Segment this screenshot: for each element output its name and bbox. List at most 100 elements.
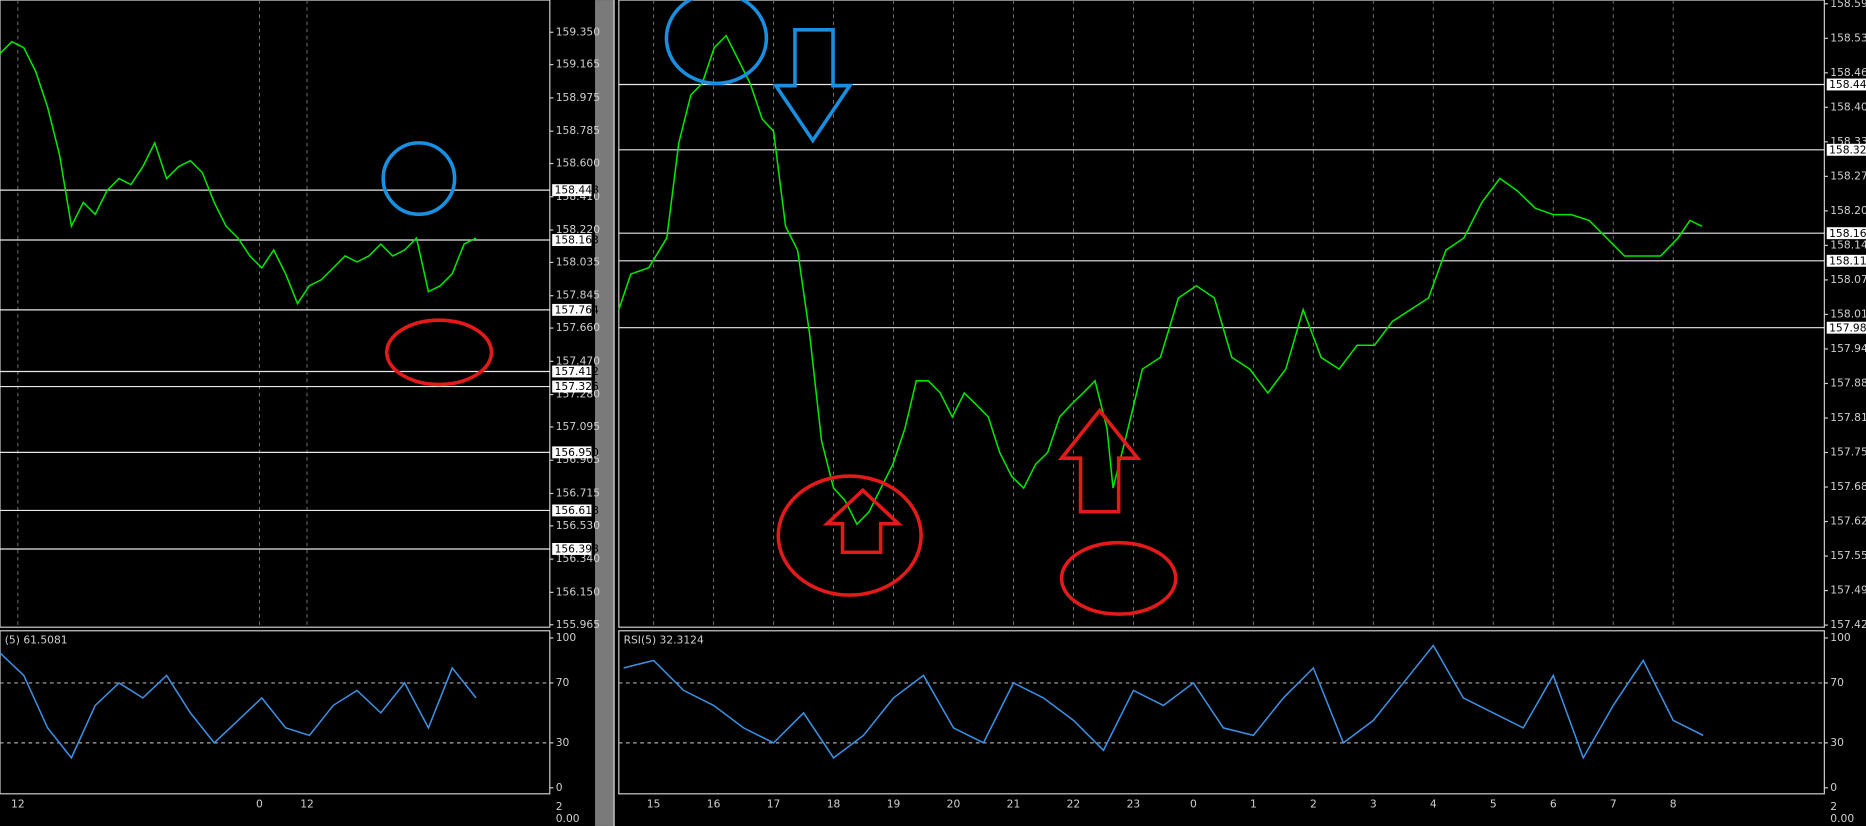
y-tick-label: 70 <box>556 676 570 689</box>
y-tick-label: 100 <box>556 631 577 644</box>
level-box <box>552 303 592 316</box>
level-box <box>552 234 592 246</box>
y-tick-label: 158.220 <box>556 223 600 236</box>
level-label: 158.320 <box>1829 143 1866 156</box>
y-tick-label: 158.400 <box>1830 100 1866 113</box>
y-tick-label: 157.880 <box>1830 376 1866 389</box>
y-tick-label: 155.965 <box>556 618 600 631</box>
y-tick-label: 30 <box>1830 736 1844 749</box>
price-line <box>0 652 477 760</box>
level-label: 157.326 <box>555 380 599 393</box>
x-tick-label: 4 <box>1430 798 1437 811</box>
y-tick-label: 156.715 <box>556 486 600 499</box>
y-tick-label: 159.165 <box>556 58 600 71</box>
x-tick-label: 12 <box>11 798 25 811</box>
y-tick-label: 156.150 <box>556 585 600 598</box>
level-box <box>1826 143 1866 156</box>
y-tick-label: 157.620 <box>1830 515 1866 528</box>
level-box <box>552 380 592 393</box>
corner-label: 0.00 <box>1830 812 1854 825</box>
y-tick-label: 158.075 <box>1830 273 1866 286</box>
level-box <box>552 365 592 378</box>
level-box <box>1826 321 1866 334</box>
up-arrow <box>1057 407 1142 514</box>
y-tick-label: 157.425 <box>1830 618 1866 631</box>
y-tick-label: 157.490 <box>1830 584 1866 597</box>
corner-label: 0.00 <box>556 812 580 825</box>
x-tick-label: 5 <box>1490 798 1497 811</box>
x-tick-label: 12 <box>300 798 314 811</box>
y-tick-label: 158.975 <box>556 91 600 104</box>
x-tick-label: 8 <box>1670 798 1677 811</box>
panel-frame <box>618 630 1825 795</box>
level-label: 158.448 <box>555 184 599 197</box>
level-label: 156.398 <box>555 543 599 556</box>
y-tick-label: 157.945 <box>1830 342 1866 355</box>
level-label: 157.412 <box>555 365 599 378</box>
level-box <box>552 543 592 555</box>
blue-circle <box>381 141 457 217</box>
y-tick-label: 157.815 <box>1830 411 1866 424</box>
level-box <box>1826 78 1866 91</box>
x-tick-label: 21 <box>1007 798 1021 811</box>
price-line <box>623 644 1704 760</box>
x-tick-label: 20 <box>947 798 961 811</box>
y-tick-label: 157.685 <box>1830 480 1866 493</box>
corner-label: 2 <box>1830 800 1837 813</box>
x-tick-label: 22 <box>1067 798 1081 811</box>
level-label: 158.111 <box>1829 254 1866 267</box>
y-tick-label: 0 <box>556 781 563 794</box>
panel-frame <box>618 0 1825 628</box>
window-divider <box>595 0 615 826</box>
x-tick-label: 2 <box>1310 798 1317 811</box>
x-tick-label: 0 <box>1190 798 1197 811</box>
x-tick-label: 18 <box>827 798 841 811</box>
level-box <box>552 184 592 197</box>
y-tick-label: 157.750 <box>1830 445 1866 458</box>
level-box <box>1826 254 1866 267</box>
level-box <box>552 504 592 517</box>
y-tick-label: 158.530 <box>1830 31 1866 44</box>
blue-circle <box>664 0 769 86</box>
x-tick-label: 17 <box>767 798 781 811</box>
y-tick-label: 158.270 <box>1830 169 1866 182</box>
y-tick-label: 158.205 <box>1830 204 1866 217</box>
y-tick-label: 158.010 <box>1830 307 1866 320</box>
up-arrow <box>822 487 904 555</box>
level-label: 157.985 <box>1829 321 1866 334</box>
annotations <box>381 0 1178 616</box>
level-label: 158.163 <box>555 234 599 247</box>
level-label: 158.443 <box>1829 78 1866 91</box>
x-tick-label: 19 <box>887 798 901 811</box>
level-label: 157.764 <box>555 303 599 316</box>
x-tick-label: 6 <box>1550 798 1557 811</box>
y-tick-label: 158.600 <box>556 157 600 170</box>
y-tick-label: 156.340 <box>556 552 600 565</box>
y-tick-label: 157.845 <box>556 289 600 302</box>
y-tick-label: 158.785 <box>556 124 600 137</box>
level-label: 158.163 <box>1829 227 1866 240</box>
y-tick-label: 100 <box>1830 631 1851 644</box>
y-tick-label: 158.595 <box>1830 0 1866 10</box>
x-tick-label: 16 <box>707 798 721 811</box>
y-tick-label: 30 <box>556 736 570 749</box>
panel-frame <box>0 0 551 628</box>
x-tick-label: 23 <box>1127 798 1141 811</box>
indicator-label: RSI(5) 32.3124 <box>624 633 704 646</box>
red-ellipse <box>776 474 923 597</box>
y-tick-label: 158.465 <box>1830 66 1866 79</box>
red-ellipse <box>384 318 494 387</box>
down-arrow <box>772 28 854 144</box>
x-tick-label: 1 <box>1250 798 1257 811</box>
price-line <box>618 34 1703 526</box>
y-tick-label: 156.530 <box>556 519 600 532</box>
x-tick-label: 15 <box>647 798 661 811</box>
x-tick-label: 7 <box>1610 798 1617 811</box>
y-tick-label: 157.555 <box>1830 549 1866 562</box>
y-tick-label: 157.660 <box>556 321 600 334</box>
panel-frame <box>0 630 551 795</box>
y-tick-label: 159.350 <box>556 25 600 38</box>
indicator-label: (5) 61.5081 <box>5 633 68 646</box>
